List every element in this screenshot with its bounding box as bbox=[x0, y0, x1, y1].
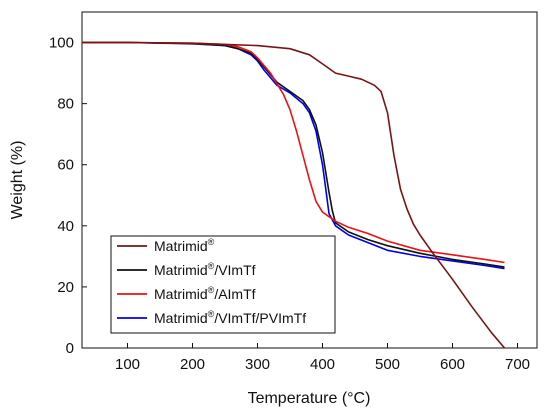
x-tick-label: 400 bbox=[310, 356, 335, 373]
y-tick-label: 40 bbox=[57, 218, 74, 235]
series-lines bbox=[82, 41, 506, 349]
legend-label: Matrimid®/VImTf/PVImTf bbox=[154, 309, 306, 326]
y-tick-label: 60 bbox=[57, 157, 74, 174]
x-axis-title: Temperature (°C) bbox=[248, 390, 371, 407]
legend-label-registered: ® bbox=[208, 237, 215, 247]
y-axis-ticks: 0 20 40 60 80 100 bbox=[49, 35, 87, 357]
x-tick-label: 300 bbox=[245, 356, 270, 373]
y-tick-label: 80 bbox=[57, 96, 74, 113]
legend-label-main: Matrimid bbox=[154, 238, 208, 254]
legend-label: Matrimid® bbox=[154, 237, 215, 254]
legend-label-registered: ® bbox=[208, 309, 215, 319]
legend-label-main: Matrimid bbox=[154, 262, 208, 278]
legend-label-suffix: /VImTf/PVImTf bbox=[214, 310, 306, 326]
series-line bbox=[82, 41, 505, 270]
series-line bbox=[82, 41, 505, 264]
legend-label-registered: ® bbox=[208, 285, 215, 295]
legend-label: Matrimid®/AImTf bbox=[154, 285, 256, 302]
legend-label: Matrimid®/VImTf bbox=[154, 261, 256, 278]
series-line bbox=[82, 41, 505, 268]
legend-label-suffix: /VImTf bbox=[214, 262, 255, 278]
legend-label-main: Matrimid bbox=[154, 310, 208, 326]
y-axis-title: Weight (%) bbox=[9, 141, 26, 220]
y-tick-label: 20 bbox=[57, 279, 74, 296]
plot-frame bbox=[81, 11, 538, 349]
y-tick-label: 0 bbox=[66, 340, 74, 357]
legend-items: Matrimid®Matrimid®/VImTfMatrimid®/AImTfM… bbox=[117, 237, 306, 326]
x-tick-label: 100 bbox=[115, 356, 140, 373]
x-axis-ticks: 100 200 300 400 500 600 700 bbox=[115, 343, 530, 373]
legend-label-main: Matrimid bbox=[154, 286, 208, 302]
legend-label-suffix: /AImTf bbox=[214, 286, 255, 302]
legend: Matrimid®Matrimid®/VImTfMatrimid®/AImTfM… bbox=[110, 235, 336, 334]
x-tick-label: 200 bbox=[180, 356, 205, 373]
legend-label-registered: ® bbox=[208, 261, 215, 271]
x-tick-label: 700 bbox=[505, 356, 530, 373]
x-tick-label: 600 bbox=[440, 356, 465, 373]
series-line bbox=[82, 41, 506, 349]
y-tick-label: 100 bbox=[49, 35, 74, 52]
x-tick-label: 500 bbox=[375, 356, 400, 373]
legend-box bbox=[110, 235, 336, 334]
